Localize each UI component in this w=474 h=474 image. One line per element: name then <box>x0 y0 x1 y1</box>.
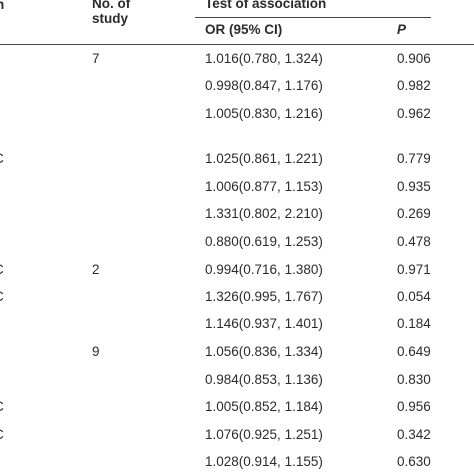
cell-p: 0.054 <box>397 289 431 304</box>
cell-p: 0.342 <box>397 427 431 442</box>
p-header: P <box>397 22 407 37</box>
cell-p: 0.906 <box>397 51 431 66</box>
cell-or: 0.998(0.847, 1.176) <box>205 78 323 93</box>
row-label-header: n <box>0 0 5 12</box>
cell-label: C <box>0 399 4 415</box>
cell-or: 1.056(0.836, 1.334) <box>205 344 323 359</box>
cell-or: 1.006(0.877, 1.153) <box>205 179 323 194</box>
cell-p: 0.971 <box>397 262 431 277</box>
cell-p: 0.649 <box>397 344 431 359</box>
cell-or: 0.994(0.716, 1.380) <box>205 262 323 277</box>
cell-p: 0.478 <box>397 234 431 249</box>
cell-or: 1.005(0.852, 1.184) <box>205 399 323 414</box>
cell-label: C <box>0 289 4 305</box>
cell-or: 1.016(0.780, 1.324) <box>205 51 323 66</box>
cell-study: 9 <box>92 344 100 359</box>
cell-or: 1.028(0.914, 1.155) <box>205 454 323 469</box>
cell-or: 0.880(0.619, 1.253) <box>205 234 323 249</box>
cell-p: 0.269 <box>397 206 431 221</box>
cell-or: 1.076(0.925, 1.251) <box>205 427 323 442</box>
cell-p: 0.779 <box>397 151 431 166</box>
cell-or: 0.984(0.853, 1.136) <box>205 372 323 387</box>
cell-or: 1.146(0.937, 1.401) <box>205 316 323 331</box>
cell-p: 0.982 <box>397 78 431 93</box>
header-rule <box>0 44 474 45</box>
cell-p: 0.630 <box>397 454 431 469</box>
cell-label: C <box>0 427 4 443</box>
cell-or: 1.025(0.861, 1.221) <box>205 151 323 166</box>
cell-study: 2 <box>92 262 100 277</box>
cell-study: 7 <box>92 51 100 66</box>
cell-label: C <box>0 151 4 167</box>
cell-p: 0.956 <box>397 399 431 414</box>
group-rule <box>195 17 431 18</box>
cell-p: 0.962 <box>397 106 431 121</box>
cell-or: 1.326(0.995, 1.767) <box>205 289 323 304</box>
cell-p: 0.184 <box>397 316 431 331</box>
cell-p: 0.830 <box>397 372 431 387</box>
cell-or: 1.005(0.830, 1.216) <box>205 106 323 121</box>
group-header: Test of association <box>205 0 327 11</box>
cell-or: 1.331(0.802, 2.210) <box>205 206 323 221</box>
study-header: No. of study <box>92 0 131 26</box>
or-header: OR (95% CI) <box>205 22 283 37</box>
cell-label: C <box>0 262 4 278</box>
cell-p: 0.935 <box>397 179 431 194</box>
